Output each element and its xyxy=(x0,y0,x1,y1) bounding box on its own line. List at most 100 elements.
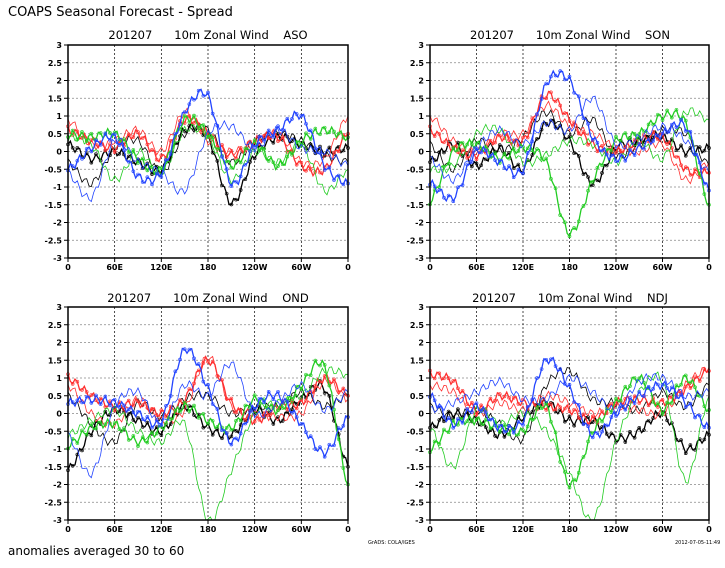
series-marker xyxy=(497,392,502,396)
series-marker xyxy=(581,422,586,427)
series-marker xyxy=(507,156,511,161)
series-marker xyxy=(525,424,530,429)
series-marker xyxy=(651,122,656,127)
series-marker xyxy=(549,177,553,181)
series-marker xyxy=(474,157,479,162)
series-marker xyxy=(80,156,84,161)
series-marker xyxy=(479,150,483,155)
series-marker xyxy=(341,135,346,140)
y-tick-label: -1 xyxy=(53,445,62,454)
series-marker xyxy=(252,393,257,397)
series-marker xyxy=(683,118,688,123)
y-tick-label: -1 xyxy=(415,183,424,192)
series-marker xyxy=(669,385,674,390)
series-marker xyxy=(201,412,206,416)
series-marker xyxy=(304,121,308,126)
series-marker xyxy=(103,394,108,399)
series-marker xyxy=(581,412,586,417)
series-marker xyxy=(229,184,234,188)
series-marker xyxy=(656,112,660,117)
x-tick-label: 180 xyxy=(200,263,217,272)
series-marker xyxy=(94,393,98,398)
series-marker xyxy=(502,429,507,434)
series-marker xyxy=(131,135,136,139)
series-marker xyxy=(150,430,154,435)
series-marker xyxy=(688,443,693,447)
x-tick-label: 0 xyxy=(706,263,712,272)
series-marker xyxy=(511,430,516,435)
series-marker xyxy=(637,389,642,394)
series-marker xyxy=(558,460,563,464)
series-marker xyxy=(136,415,140,420)
y-tick-label: 1 xyxy=(56,112,62,121)
main-title: COAPS Seasonal Forecast - Spread xyxy=(8,5,233,20)
series-marker xyxy=(248,409,252,414)
y-tick-label: 1.5 xyxy=(48,94,63,103)
series-marker xyxy=(75,398,80,403)
series-marker xyxy=(623,407,628,412)
series-marker xyxy=(535,406,539,410)
series-marker xyxy=(164,421,168,426)
series-marker xyxy=(456,140,460,145)
series-marker xyxy=(294,406,299,411)
footer-note: anomalies averaged 30 to 60 xyxy=(8,544,185,558)
series-marker xyxy=(437,418,442,422)
series-marker xyxy=(674,395,679,399)
series-marker xyxy=(493,140,497,145)
series-marker xyxy=(502,166,507,170)
y-tick-label: -2.5 xyxy=(407,498,425,507)
series-marker xyxy=(595,431,600,435)
series-marker xyxy=(122,137,126,142)
series-marker xyxy=(432,184,437,189)
series-marker xyxy=(229,396,234,401)
series-marker xyxy=(642,133,646,137)
series-marker xyxy=(140,180,145,184)
x-tick-label: 180 xyxy=(561,525,578,534)
series-marker xyxy=(674,383,679,388)
series-marker xyxy=(479,409,483,413)
series-marker xyxy=(322,125,327,130)
series-marker xyxy=(290,117,294,121)
x-tick-label: 0 xyxy=(427,263,433,272)
series-marker xyxy=(84,147,89,151)
series-marker xyxy=(576,403,581,407)
x-tick-label: 120W xyxy=(603,525,629,534)
series-marker xyxy=(567,134,572,139)
series-marker xyxy=(168,422,173,426)
y-tick-label: 2 xyxy=(418,339,424,348)
series-marker xyxy=(210,135,215,140)
series-marker xyxy=(229,202,234,207)
series-line-black xyxy=(430,366,709,445)
series-marker xyxy=(276,389,280,394)
series-marker xyxy=(313,126,318,131)
x-tick-label: 60W xyxy=(291,263,311,272)
series-marker xyxy=(600,171,604,175)
series-marker xyxy=(145,415,150,419)
series-line-red xyxy=(68,355,348,429)
series-marker xyxy=(446,416,451,420)
series-marker xyxy=(665,400,669,405)
y-tick-label: -1 xyxy=(415,445,424,454)
series-line-green xyxy=(430,107,709,174)
series-marker xyxy=(131,434,136,438)
series-marker xyxy=(488,426,493,431)
series-marker xyxy=(586,122,590,126)
series-marker xyxy=(456,185,460,190)
series-marker xyxy=(89,393,94,397)
series-marker xyxy=(614,159,618,163)
series-marker xyxy=(497,133,502,138)
series-marker xyxy=(150,407,154,411)
series-line-blue xyxy=(430,95,709,185)
series-marker xyxy=(215,407,220,411)
series-marker xyxy=(327,442,332,447)
series-marker xyxy=(122,403,126,408)
series-marker xyxy=(502,435,507,439)
series-marker xyxy=(437,188,442,192)
series-marker xyxy=(201,123,206,127)
series-marker xyxy=(294,162,299,167)
series-marker xyxy=(497,158,502,163)
series-line-red xyxy=(430,367,709,426)
series-marker xyxy=(632,153,637,157)
series-marker xyxy=(544,400,549,405)
series-marker xyxy=(572,151,576,156)
